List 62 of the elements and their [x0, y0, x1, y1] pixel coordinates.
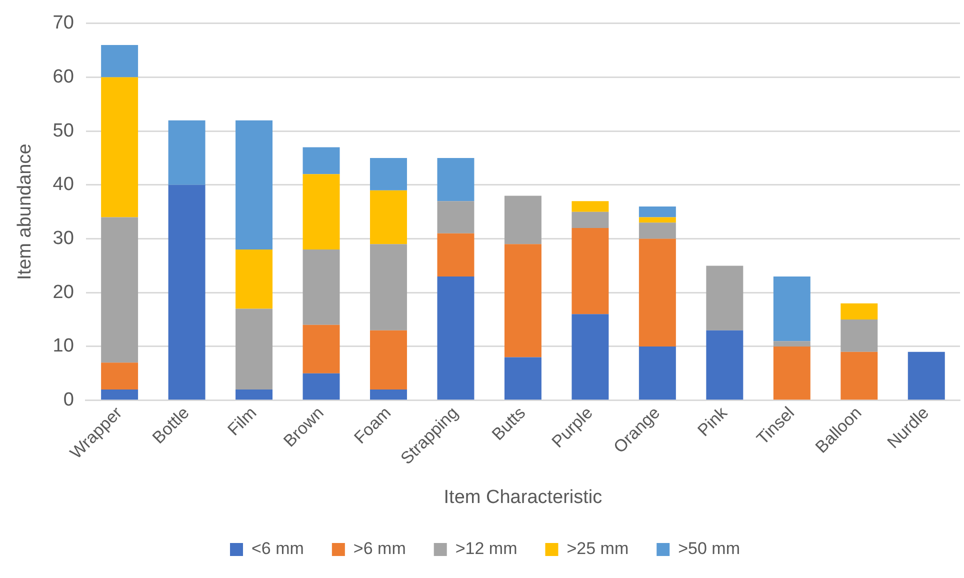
- bar: [101, 217, 138, 363]
- y-tick-label: 40: [52, 174, 74, 196]
- bar: [437, 276, 474, 400]
- bar: [908, 352, 945, 400]
- bar: [370, 330, 407, 390]
- bar: [302, 373, 340, 400]
- bar: [236, 120, 273, 250]
- bar: [101, 390, 138, 400]
- bar: [302, 250, 340, 325]
- x-tick-label: Film: [224, 403, 260, 440]
- bar: [101, 77, 138, 218]
- bar: [504, 357, 542, 400]
- legend-label: >50 mm: [678, 539, 740, 558]
- y-tick-label: 30: [52, 228, 74, 250]
- bar: [370, 190, 407, 244]
- bar: [370, 244, 407, 330]
- y-tick-label: 20: [52, 282, 74, 303]
- bar: [101, 362, 138, 390]
- bar: [638, 206, 676, 218]
- bar: [236, 250, 273, 309]
- y-tick-label: 70: [52, 12, 74, 34]
- bar: [572, 314, 609, 400]
- bar: [773, 346, 810, 400]
- bar: [638, 217, 676, 223]
- y-tick-label: 50: [52, 120, 74, 142]
- bar: [706, 330, 744, 400]
- y-axis-title: Item abundance: [14, 144, 36, 280]
- bar: [504, 196, 542, 244]
- legend-label: <6 mm: [252, 539, 304, 558]
- bar: [370, 390, 407, 400]
- bar: [706, 266, 744, 330]
- bar: [840, 320, 878, 352]
- bar: [236, 308, 273, 390]
- bar: [437, 201, 474, 234]
- bar: [638, 222, 676, 239]
- bar: [638, 346, 676, 400]
- y-tick-label: 10: [52, 336, 74, 357]
- bar: [840, 352, 878, 400]
- bar: [437, 158, 474, 202]
- bar: [370, 158, 407, 190]
- legend-label: >12 mm: [455, 539, 518, 558]
- y-tick-label: 60: [52, 66, 74, 88]
- bar: [638, 238, 676, 346]
- bar: [302, 324, 340, 374]
- bar: [572, 201, 609, 212]
- bar: [773, 341, 810, 346]
- bar: [504, 244, 542, 358]
- bar: [773, 276, 810, 342]
- bar: [437, 233, 474, 276]
- bar: [840, 303, 878, 320]
- bar: [572, 228, 609, 314]
- bar: [236, 390, 273, 400]
- bar: [101, 44, 138, 78]
- bar: [572, 212, 609, 228]
- bar: [168, 184, 206, 400]
- bar: [302, 174, 340, 250]
- x-axis-title: Item Characteristic: [444, 486, 602, 508]
- legend-label: >6 mm: [353, 539, 406, 558]
- legend-label: >25 mm: [566, 539, 629, 558]
- y-tick-label: 0: [63, 390, 74, 411]
- bar: [302, 147, 340, 174]
- bar: [168, 120, 206, 185]
